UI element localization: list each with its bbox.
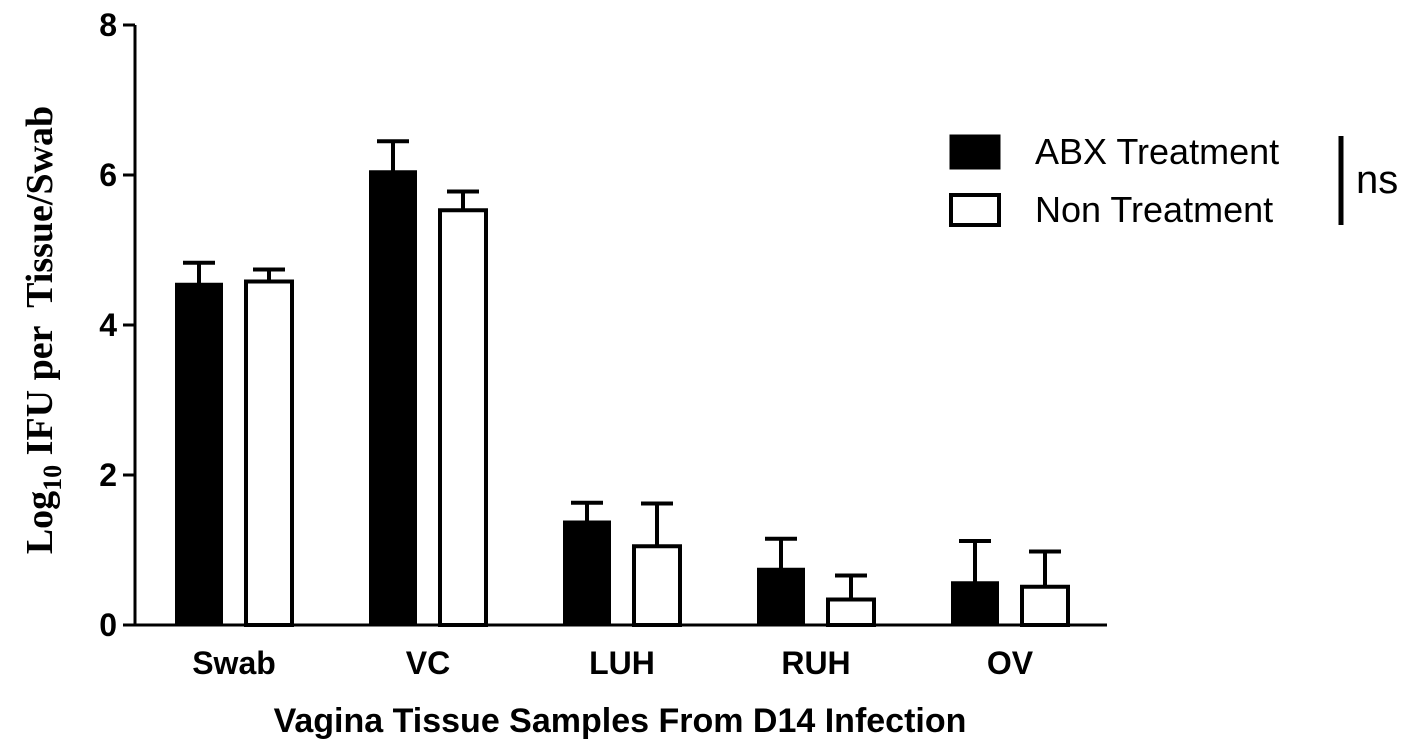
y-tick-label: 2	[99, 457, 117, 493]
bar-abx-swab	[175, 282, 223, 626]
legend-label-non: Non Treatment	[1035, 189, 1273, 230]
y-axis-title-subscript: 10	[38, 465, 67, 491]
bar-non-ruh	[826, 597, 876, 627]
x-tick-label: LUH	[589, 645, 655, 681]
x-axis-title: Vagina Tissue Samples From D14 Infection	[274, 702, 967, 740]
bar-abx-ov	[951, 581, 999, 626]
bar-non-swab	[244, 279, 294, 627]
bar-non-luh	[632, 544, 682, 627]
y-axis-title-rest: IFU per Tissue/Swab	[19, 106, 61, 465]
x-axis: Swab VC LUH RUH OV	[135, 623, 1107, 681]
legend: ABX Treatment Non Treatment ns	[949, 131, 1398, 230]
bar-non-vc	[438, 208, 488, 627]
legend-swatch-non	[949, 193, 1001, 227]
significance-label: ns	[1356, 158, 1398, 202]
legend-label-abx: ABX Treatment	[1035, 131, 1279, 172]
y-axis: 0 2 4 6 8	[99, 7, 137, 643]
bar-abx-vc	[369, 170, 417, 626]
y-tick-label: 6	[99, 157, 117, 193]
bar-abx-ruh	[757, 567, 805, 626]
bar-abx-luh	[563, 520, 611, 626]
x-tick-label: Swab	[192, 645, 276, 681]
legend-swatch-abx	[949, 134, 1001, 170]
y-tick-label: 4	[99, 307, 117, 343]
bars	[175, 139, 1070, 627]
y-tick-label: 8	[99, 7, 117, 43]
x-tick-label: OV	[987, 645, 1034, 681]
y-axis-title-main: Log	[19, 491, 61, 554]
x-tick-label: VC	[406, 645, 450, 681]
y-tick-label: 0	[99, 607, 117, 643]
x-tick-label: RUH	[781, 645, 850, 681]
y-axis-title: Log10 IFU per Tissue/Swab	[19, 106, 67, 554]
bar-non-ov	[1020, 584, 1070, 627]
